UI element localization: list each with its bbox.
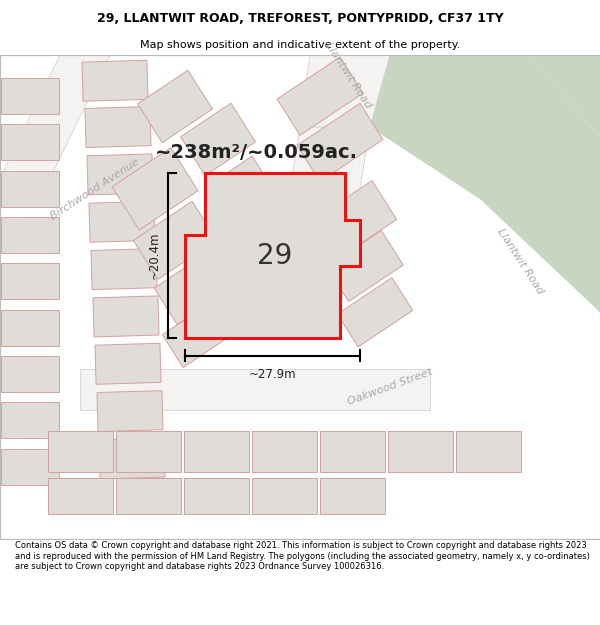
Polygon shape — [320, 431, 385, 472]
Polygon shape — [89, 201, 155, 242]
Polygon shape — [455, 431, 521, 472]
Polygon shape — [82, 60, 148, 101]
Text: 29: 29 — [257, 242, 293, 270]
Polygon shape — [1, 124, 59, 161]
Polygon shape — [154, 249, 236, 324]
Polygon shape — [1, 449, 59, 485]
Text: Contains OS data © Crown copyright and database right 2021. This information is : Contains OS data © Crown copyright and d… — [15, 541, 590, 571]
Polygon shape — [270, 127, 370, 312]
Polygon shape — [327, 231, 403, 301]
Polygon shape — [163, 298, 238, 368]
Polygon shape — [297, 103, 383, 182]
Polygon shape — [206, 156, 274, 221]
Polygon shape — [99, 438, 165, 479]
Polygon shape — [181, 103, 256, 176]
Polygon shape — [115, 431, 181, 472]
Polygon shape — [185, 173, 360, 338]
Text: 29, LLANTWIT ROAD, TREFOREST, PONTYPRIDD, CF37 1TY: 29, LLANTWIT ROAD, TREFOREST, PONTYPRIDD… — [97, 12, 503, 25]
Polygon shape — [251, 478, 317, 514]
Polygon shape — [277, 57, 363, 136]
Polygon shape — [91, 249, 157, 289]
Text: Map shows position and indicative extent of the property.: Map shows position and indicative extent… — [140, 39, 460, 49]
Polygon shape — [115, 478, 181, 514]
Polygon shape — [251, 431, 317, 472]
Polygon shape — [47, 431, 113, 472]
Polygon shape — [227, 203, 293, 267]
Polygon shape — [87, 154, 153, 195]
Polygon shape — [1, 310, 59, 346]
Polygon shape — [112, 148, 198, 230]
Polygon shape — [0, 55, 110, 179]
Text: ~238m²/~0.059ac.: ~238m²/~0.059ac. — [155, 143, 358, 162]
Polygon shape — [93, 296, 159, 337]
Polygon shape — [47, 478, 113, 514]
Polygon shape — [137, 70, 212, 142]
Polygon shape — [300, 55, 390, 127]
Polygon shape — [313, 181, 397, 259]
Polygon shape — [370, 55, 600, 312]
Polygon shape — [80, 369, 430, 410]
Polygon shape — [1, 78, 59, 114]
Polygon shape — [1, 263, 59, 299]
Text: ~20.4m: ~20.4m — [148, 232, 161, 279]
Text: ~27.9m: ~27.9m — [248, 368, 296, 381]
Polygon shape — [1, 217, 59, 253]
Polygon shape — [97, 391, 163, 432]
Polygon shape — [390, 55, 600, 138]
Text: Birchwood Avenue: Birchwood Avenue — [49, 156, 141, 221]
Polygon shape — [1, 356, 59, 392]
Polygon shape — [320, 478, 385, 514]
Polygon shape — [95, 343, 161, 384]
Polygon shape — [388, 431, 452, 472]
Polygon shape — [133, 201, 217, 279]
Text: Llantwit Road: Llantwit Road — [495, 226, 545, 296]
Polygon shape — [1, 171, 59, 207]
Text: Llantwit Road: Llantwit Road — [323, 41, 373, 110]
Polygon shape — [184, 478, 248, 514]
Text: Oakwood Street: Oakwood Street — [346, 366, 434, 406]
Polygon shape — [184, 431, 248, 472]
Polygon shape — [337, 278, 413, 347]
Polygon shape — [85, 106, 151, 148]
Polygon shape — [1, 402, 59, 438]
